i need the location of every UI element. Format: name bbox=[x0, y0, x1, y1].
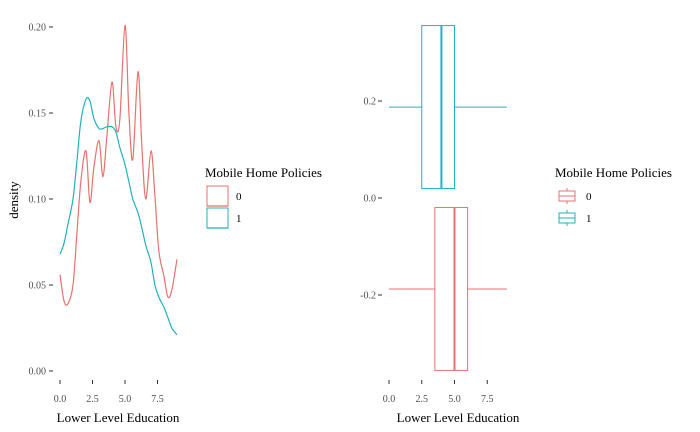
density-legend: Mobile Home Policies 0 1 bbox=[205, 165, 322, 229]
density-x-tick-label: 0.0 bbox=[54, 394, 67, 405]
boxplot-legend-key-0 bbox=[558, 188, 576, 204]
boxplot-y-tick-label: 0.2 bbox=[364, 97, 377, 108]
boxplot-y-axis: -0.2 0.0 0.2 bbox=[360, 97, 382, 302]
boxplot-legend-label-1: 1 bbox=[586, 213, 592, 225]
boxplot-x-tick-label: 7.5 bbox=[481, 394, 494, 405]
boxplot-x-tick-label: 2.5 bbox=[416, 394, 429, 405]
density-legend-label-1: 1 bbox=[236, 213, 242, 225]
density-x-axis-title: Lower Level Education bbox=[57, 410, 180, 425]
density-y-tick-label: 0.10 bbox=[29, 195, 47, 206]
boxplot-legend-title: Mobile Home Policies bbox=[555, 165, 672, 180]
boxplot-x-axis: 0.0 2.5 5.0 7.5 bbox=[383, 380, 494, 405]
density-y-tick-label: 0.00 bbox=[29, 367, 47, 378]
boxplot-x-tick-label: 0.0 bbox=[383, 394, 396, 405]
density-legend-key-1 bbox=[206, 207, 229, 229]
boxplot-legend: Mobile Home Policies 0 1 bbox=[555, 165, 672, 226]
boxplot-y-tick-label: -0.2 bbox=[360, 291, 376, 302]
density-plot-panel: 0.00 0.05 0.10 0.15 0.20 0.0 2.5 5.0 7.5 Lower … bbox=[6, 23, 180, 426]
density-x-axis: 0.0 2.5 5.0 7.5 bbox=[54, 380, 164, 405]
box-0 bbox=[434, 206, 469, 371]
density-line-series-0 bbox=[59, 24, 178, 306]
box-1 bbox=[421, 25, 455, 190]
density-line-series-1 bbox=[59, 96, 178, 336]
boxplot-legend-label-0: 0 bbox=[586, 191, 592, 203]
boxplot-y-tick-label: 0.0 bbox=[364, 194, 377, 205]
boxplot-x-tick-label: 5.0 bbox=[448, 394, 461, 405]
density-y-tick-label: 0.15 bbox=[29, 109, 47, 120]
density-x-tick-label: 2.5 bbox=[86, 394, 99, 405]
boxplot-boxes bbox=[389, 25, 507, 371]
density-y-tick-label: 0.05 bbox=[29, 281, 47, 292]
density-x-tick-label: 7.5 bbox=[151, 394, 164, 405]
density-legend-label-0: 0 bbox=[236, 191, 242, 203]
boxplot-panel: -0.2 0.0 0.2 0.0 2.5 5.0 7.5 Lower Level Educ… bbox=[360, 25, 520, 425]
density-series-lines bbox=[59, 24, 178, 336]
density-legend-title: Mobile Home Policies bbox=[205, 165, 322, 180]
density-y-axis: 0.00 0.05 0.10 0.15 0.20 bbox=[29, 23, 53, 378]
density-x-tick-label: 5.0 bbox=[119, 394, 132, 405]
density-y-tick-label: 0.20 bbox=[29, 23, 47, 34]
boxplot-x-axis-title: Lower Level Education bbox=[397, 410, 520, 425]
boxplot-legend-key-1 bbox=[558, 210, 576, 226]
density-y-axis-title: density bbox=[6, 181, 21, 219]
density-legend-key-0 bbox=[206, 185, 229, 207]
